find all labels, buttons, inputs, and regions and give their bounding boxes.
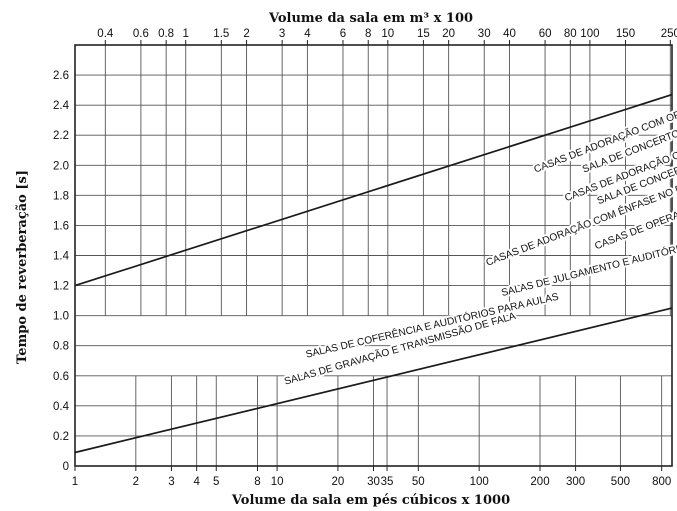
x-tick-label: 30 [367, 476, 380, 488]
bottom-tick-labels: 1 2 3 4 5 8 10 20 30 35 50 100 200 300 500 800 [72, 476, 671, 488]
x-tick-label: 1 [72, 476, 78, 488]
top-tick-labels: 0.4 0.6 0.8 1 1.5 2 3 4 6 8 10 15 20 30 40 60 80 100 150 25… [97, 28, 677, 40]
top-tick-label: 30 [478, 28, 491, 40]
top-tick-label: 3 [279, 28, 285, 40]
series-layer [74, 93, 673, 454]
grid-layer [74, 40, 672, 471]
y-tick-label: 2.0 [53, 160, 69, 172]
top-tick-label: 8 [365, 28, 371, 40]
x-tick-label: 300 [566, 476, 585, 488]
plot-frame [74, 44, 673, 467]
y-tick-label: 0.2 [53, 431, 69, 443]
top-tick-label: 0.4 [97, 28, 114, 40]
x-tick-label: 50 [412, 476, 425, 488]
y-tick-label: 1.0 [53, 311, 69, 323]
x-tick-label: 3 [168, 476, 174, 488]
x-tick-label: 100 [470, 476, 489, 488]
lower-limit-line [74, 307, 673, 454]
x-tick-label: 200 [530, 476, 549, 488]
top-tick-label: 80 [564, 28, 577, 40]
top-tick-label: 250 [661, 28, 677, 40]
top-tick-label: 1.5 [213, 28, 229, 40]
y-tick-label: 1.8 [53, 190, 69, 202]
x-tick-label: 8 [254, 476, 260, 488]
top-tick-label: 150 [616, 28, 635, 40]
top-tick-label: 20 [442, 28, 455, 40]
top-tick-label: 2 [243, 28, 249, 40]
y-tick-label: 0.8 [53, 341, 69, 353]
x-tick-label: 800 [652, 476, 671, 488]
top-tick-label: 40 [503, 28, 516, 40]
top-tick-label: 60 [539, 28, 552, 40]
top-tick-label: 1 [182, 28, 188, 40]
x-tick-label: 20 [332, 476, 345, 488]
x-tick-label: 500 [611, 476, 630, 488]
top-tick-label: 0.8 [158, 28, 174, 40]
y-axis-label: Tempo de reverberação [s] [15, 170, 30, 364]
top-tick-label: 100 [580, 28, 599, 40]
y-tick-label: 1.2 [53, 281, 69, 293]
y-tick-label: 1.4 [53, 251, 70, 263]
y-tick-label: 0 [63, 461, 69, 473]
upper-limit-line [74, 93, 673, 287]
top-tick-label: 0.6 [133, 28, 149, 40]
top-tick-label: 4 [304, 28, 311, 40]
x-tick-label: 35 [381, 476, 394, 488]
x-tick-label: 5 [213, 476, 219, 488]
y-tick-label: 2.6 [53, 70, 69, 82]
top-tick-label: 10 [381, 28, 394, 40]
top-tick-label: 15 [417, 28, 430, 40]
x-tick-label: 4 [193, 476, 200, 488]
y-tick-label: 0.4 [53, 401, 70, 413]
y-tick-label: 1.6 [53, 220, 69, 232]
top-tick-label: 6 [340, 28, 346, 40]
y-tick-label: 2.2 [53, 130, 69, 142]
y-tick-label: 0.6 [53, 371, 69, 383]
x-axis-label: Volume da sala em pés cúbicos x 1000 [231, 493, 510, 508]
x-tick-label: 10 [271, 476, 284, 488]
x-tick-label: 2 [133, 476, 139, 488]
y-tick-labels: 0 0.2 0.4 0.6 0.8 1.0 1.2 1.4 1.6 1.8 2.0 2.2 2.4 2.6 [53, 70, 70, 473]
top-axis-label: Volume da sala em m³ x 100 [268, 11, 473, 26]
y-tick-label: 2.4 [53, 100, 70, 112]
